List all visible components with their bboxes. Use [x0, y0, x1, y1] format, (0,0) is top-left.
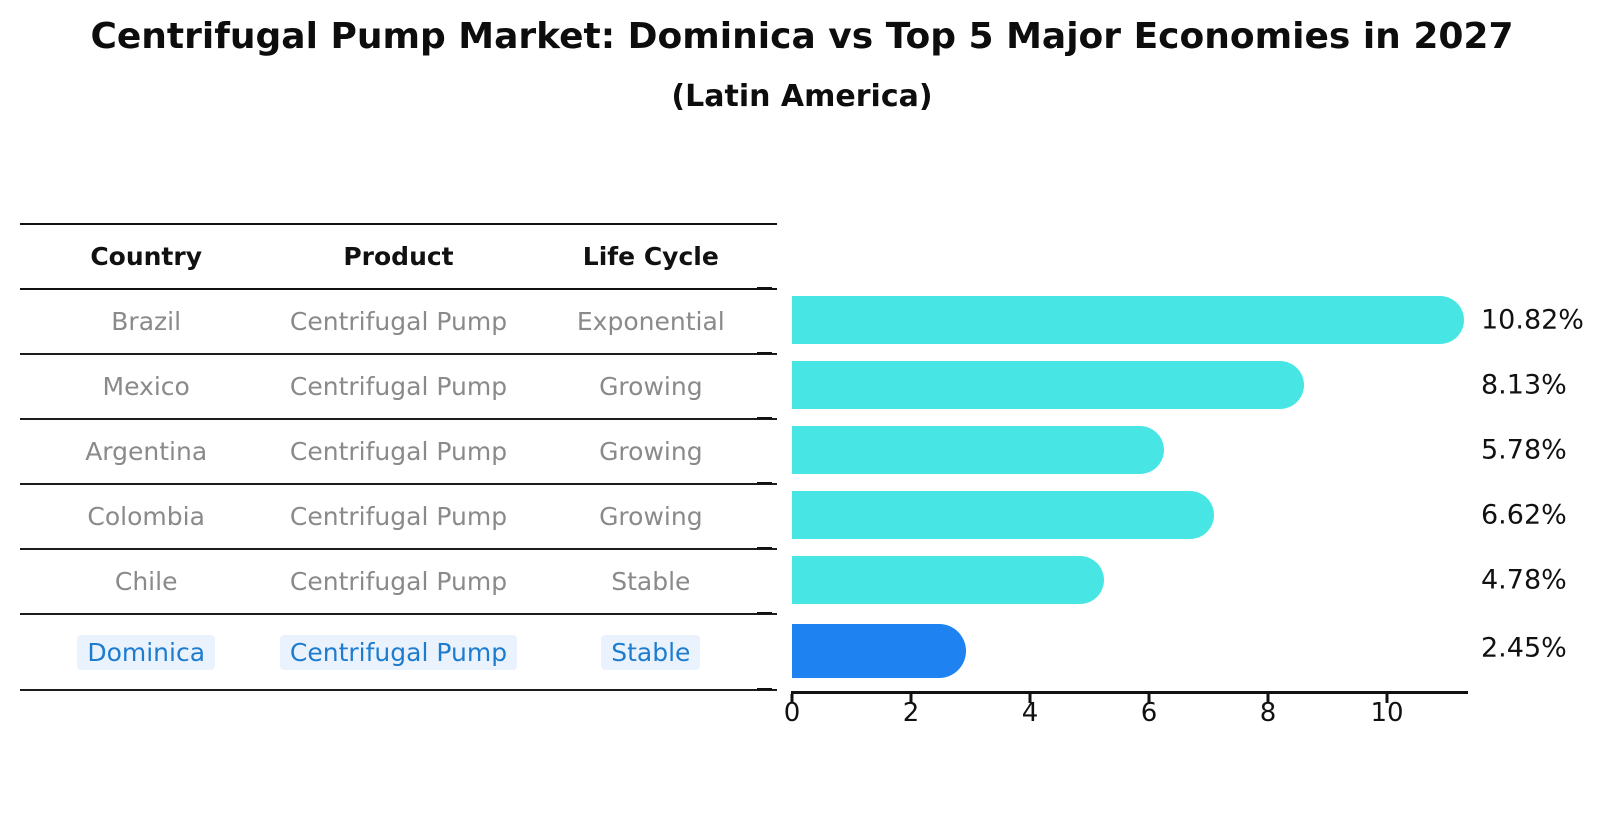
- table-row: Chile Centrifugal Pump Stable: [20, 550, 777, 615]
- value-label-colombia: 6.62%: [1481, 499, 1567, 531]
- cell-country: Brazil: [111, 307, 182, 336]
- x-axis-tick-label: 4: [1021, 698, 1039, 728]
- table-row: Argentina Centrifugal Pump Growing: [20, 420, 777, 485]
- x-axis-tick: [790, 694, 794, 703]
- value-label-mexico: 8.13%: [1481, 369, 1567, 401]
- y-axis-tick: [757, 547, 772, 549]
- cell-life-cycle: Stable: [525, 634, 777, 670]
- x-axis-tick: [909, 694, 913, 703]
- x-axis-tick-label: 10: [1370, 698, 1404, 728]
- y-axis-tick: [757, 287, 772, 289]
- cell-life-cycle: Exponential: [576, 307, 725, 336]
- table-row-highlighted-dominica: Dominica Centrifugal Pump Stable: [20, 615, 777, 691]
- bar-brazil: [792, 296, 1464, 344]
- column-header-product: Product: [343, 242, 454, 271]
- cell-country: Mexico: [102, 372, 190, 401]
- bar-argentina: [792, 426, 1164, 474]
- x-axis-tick: [1266, 694, 1270, 703]
- table-row: Colombia Centrifugal Pump Growing: [20, 485, 777, 550]
- bar-mexico: [792, 361, 1304, 409]
- cell-country: Chile: [114, 567, 178, 596]
- x-axis-tick-label: 6: [1140, 698, 1158, 728]
- cell-product: Centrifugal Pump: [289, 372, 508, 401]
- value-label-brazil: 10.82%: [1481, 304, 1584, 336]
- column-header-country: Country: [90, 242, 203, 271]
- y-axis-tick: [757, 482, 772, 484]
- cell-life-cycle: Growing: [599, 372, 703, 401]
- cell-product: Centrifugal Pump: [289, 437, 508, 466]
- x-axis-tick-label: 2: [902, 698, 920, 728]
- cell-country: Dominica: [20, 634, 272, 670]
- cell-product: Centrifugal Pump: [289, 307, 508, 336]
- y-axis-tick: [757, 417, 772, 419]
- x-axis-tick-label: 8: [1259, 698, 1277, 728]
- cell-product: Centrifugal Pump: [272, 634, 524, 670]
- country-table: Country Product Life Cycle Brazil Centri…: [20, 223, 777, 691]
- bar-chile: [792, 556, 1105, 604]
- y-axis-tick: [757, 688, 772, 690]
- table-row: Mexico Centrifugal Pump Growing: [20, 355, 777, 420]
- cell-product: Centrifugal Pump: [289, 502, 508, 531]
- table-row: Brazil Centrifugal Pump Exponential: [20, 290, 777, 355]
- value-label-argentina: 5.78%: [1481, 434, 1567, 466]
- chart-subtitle: (Latin America): [671, 79, 933, 114]
- value-label-dominica: 2.45%: [1481, 632, 1567, 664]
- cell-country: Argentina: [85, 437, 208, 466]
- cell-country: Colombia: [87, 502, 205, 531]
- cell-product: Centrifugal Pump: [289, 567, 508, 596]
- x-axis-line: [791, 691, 1468, 694]
- y-axis-tick: [757, 612, 772, 614]
- cell-life-cycle: Growing: [599, 502, 703, 531]
- cell-life-cycle: Stable: [611, 567, 691, 596]
- value-label-chile: 4.78%: [1481, 564, 1567, 596]
- x-axis-tick: [1385, 694, 1389, 703]
- column-header-life-cycle: Life Cycle: [582, 242, 719, 271]
- table-header-row: Country Product Life Cycle: [20, 225, 777, 290]
- bar-colombia: [792, 491, 1214, 539]
- x-axis-tick: [1028, 694, 1032, 703]
- cell-life-cycle: Growing: [599, 437, 703, 466]
- x-axis-tick-label: 0: [783, 698, 801, 728]
- y-axis-tick: [757, 352, 772, 354]
- chart-title: Centrifugal Pump Market: Dominica vs Top…: [90, 16, 1514, 57]
- x-axis-tick: [1147, 694, 1151, 703]
- bar-dominica-highlighted: [792, 624, 966, 678]
